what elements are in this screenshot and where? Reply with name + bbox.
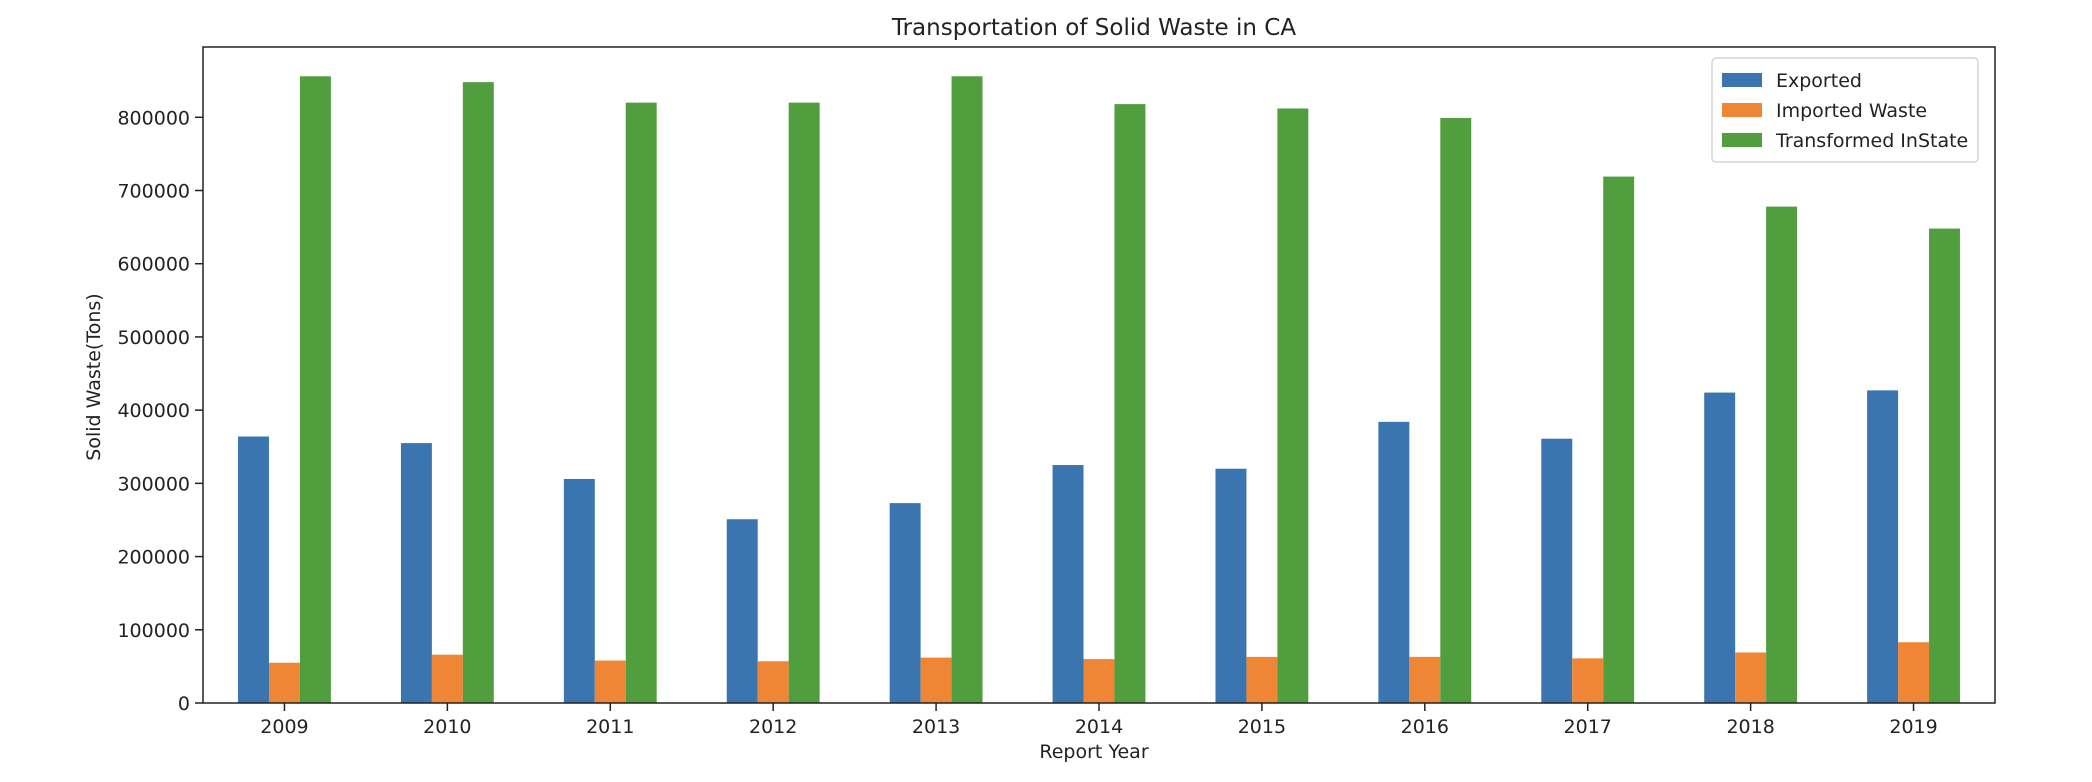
x-tick-label: 2012 — [749, 716, 797, 738]
y-tick-label: 300000 — [117, 473, 190, 495]
y-tick-label: 600000 — [117, 254, 190, 276]
bar-exported-2013 — [889, 503, 921, 703]
bar-transformed-instate-2010 — [462, 82, 494, 703]
bar-exported-2012 — [726, 519, 758, 703]
bar-transformed-instate-2019 — [1929, 228, 1960, 704]
bar-imported-waste-2019 — [1898, 642, 1930, 703]
bar-imported-waste-2012 — [757, 661, 789, 703]
bar-exported-2009 — [238, 436, 269, 703]
legend-swatch — [1722, 73, 1762, 87]
bar-transformed-instate-2012 — [788, 102, 820, 703]
bar-imported-waste-2014 — [1083, 659, 1115, 703]
bar-transformed-instate-2014 — [1114, 104, 1146, 704]
y-tick-label: 400000 — [117, 400, 190, 422]
y-axis-label: Solid Waste(Tons) — [83, 293, 105, 460]
bar-transformed-instate-2017 — [1603, 176, 1635, 703]
x-tick-label: 2011 — [586, 716, 634, 738]
x-tick-label: 2014 — [1075, 716, 1123, 738]
plot-frame — [202, 46, 1996, 704]
y-tick-label: 500000 — [117, 327, 190, 349]
bar-exported-2019 — [1867, 390, 1899, 703]
bar-imported-waste-2013 — [920, 657, 952, 703]
bar-exported-2015 — [1215, 468, 1247, 703]
bar-imported-waste-2011 — [594, 660, 626, 703]
legend-box — [1711, 57, 1979, 163]
bar-imported-waste-2016 — [1409, 656, 1441, 703]
x-tick-label: 2015 — [1238, 716, 1286, 738]
legend-entry: Transformed InState — [1775, 130, 1968, 152]
legend: Exported Imported Waste Transformed InStat… — [1711, 57, 1979, 163]
x-tick-label: 2010 — [423, 716, 471, 738]
y-tick-label: 700000 — [117, 181, 190, 203]
x-axis-label: Report Year — [1039, 741, 1148, 763]
bar-exported-2011 — [563, 478, 595, 703]
x-axis: 2009 2010 2011 2012 2013 2014 2015 2016 2017 2018… — [260, 703, 1938, 738]
bar-imported-waste-2010 — [431, 654, 463, 703]
legend-swatch — [1722, 133, 1762, 147]
x-tick-label: 2017 — [1564, 716, 1612, 738]
chart-title: Transportation of Solid Waste in CA — [891, 15, 1296, 41]
legend-entry: Imported Waste — [1776, 100, 1927, 122]
bar-exported-2014 — [1052, 465, 1084, 703]
bar-transformed-instate-2015 — [1277, 108, 1309, 703]
x-tick-label: 2009 — [260, 716, 308, 738]
bar-transformed-instate-2013 — [951, 76, 983, 704]
bar-exported-2018 — [1704, 392, 1736, 703]
x-tick-label: 2019 — [1889, 716, 1937, 738]
bar-exported-2016 — [1378, 421, 1410, 703]
y-tick-label: 200000 — [117, 547, 190, 569]
bar-transformed-instate-2016 — [1440, 118, 1472, 703]
y-tick-label: 0 — [178, 693, 190, 715]
bar-imported-waste-2009 — [268, 662, 300, 703]
bar-imported-waste-2018 — [1735, 652, 1767, 703]
legend-swatch — [1722, 103, 1762, 117]
x-tick-label: 2013 — [912, 716, 960, 738]
y-axis: 0 100000 200000 300000 400000 500000 600000 700… — [117, 107, 203, 715]
y-tick-label: 100000 — [117, 620, 190, 642]
x-tick-label: 2016 — [1401, 716, 1449, 738]
bar-exported-2017 — [1541, 438, 1573, 703]
bar-imported-waste-2017 — [1572, 658, 1604, 703]
bar-transformed-instate-2011 — [625, 102, 657, 703]
bar-transformed-instate-2009 — [299, 76, 331, 704]
y-tick-label: 800000 — [117, 107, 190, 129]
bar-imported-waste-2015 — [1246, 656, 1278, 703]
bars-group — [238, 76, 1960, 704]
bar-exported-2010 — [400, 443, 432, 703]
x-tick-label: 2018 — [1726, 716, 1774, 738]
legend-entry: Exported — [1776, 70, 1862, 92]
bar-transformed-instate-2018 — [1766, 206, 1798, 703]
